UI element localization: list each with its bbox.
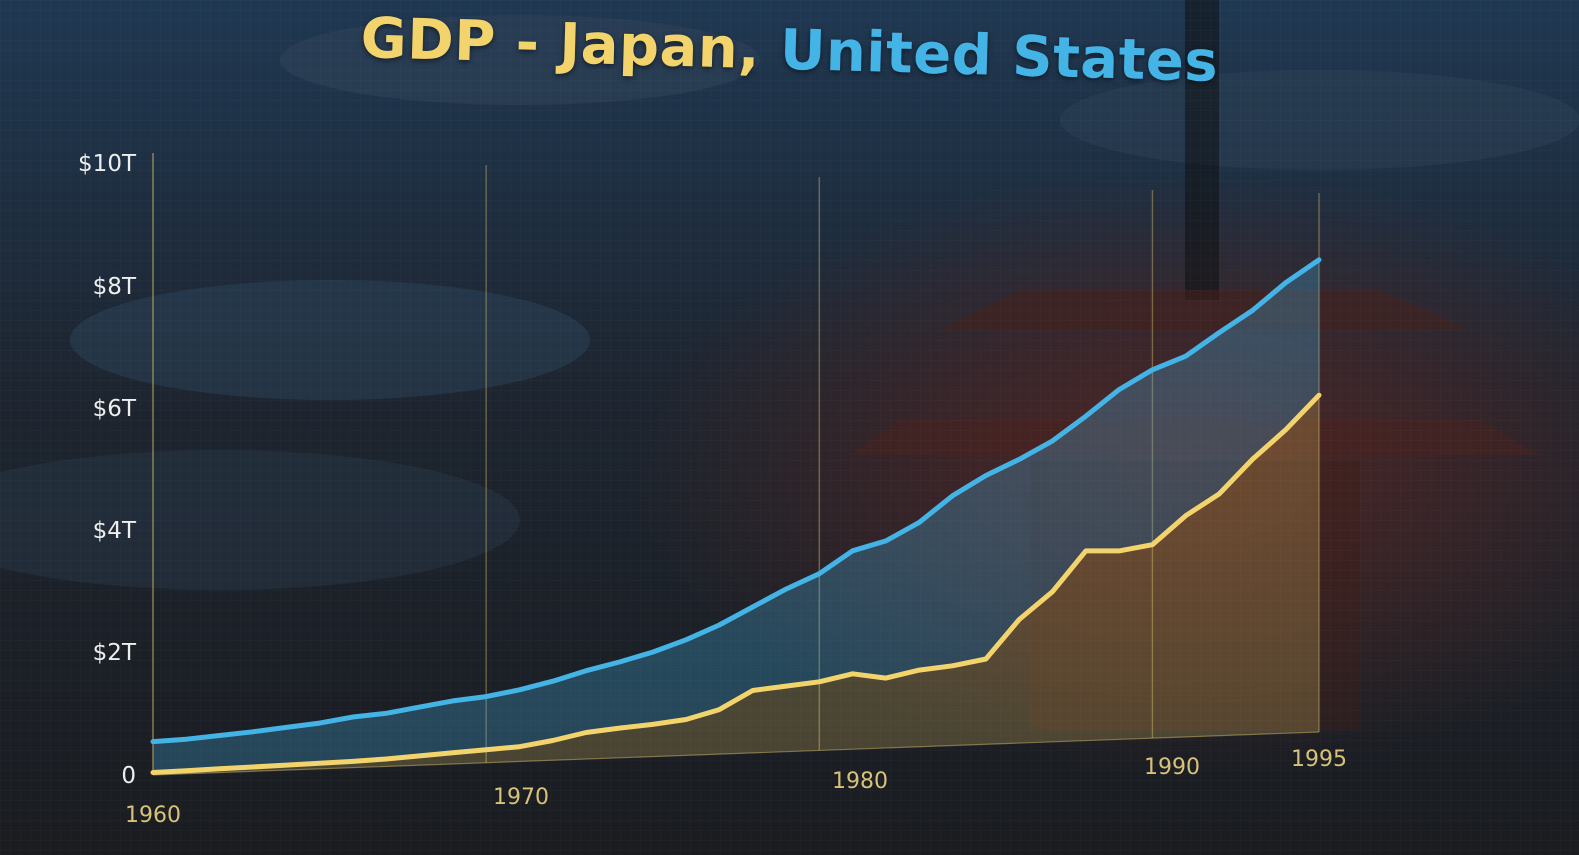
x-axis-baseline [152,731,1320,776]
x-tick-label: 1960 [125,803,181,828]
series-line-japan [150,392,1322,775]
x-tick-label: 1990 [1144,755,1200,780]
area-japan [153,395,1319,775]
x-tick-label: 1980 [832,769,888,794]
y-tick-label: $4T [93,518,137,544]
series-line-united-states [150,257,1322,745]
x-tick-label: 1995 [1291,747,1347,772]
y-tick-label: $2T [93,640,137,666]
y-tick-label: $6T [93,396,137,422]
y-tick-label: $8T [93,274,137,300]
y-tick-label: 0 [121,763,136,789]
x-tick-label: 1970 [493,785,549,810]
y-tick-label: $10T [78,151,137,177]
area-united-states [153,259,1319,773]
